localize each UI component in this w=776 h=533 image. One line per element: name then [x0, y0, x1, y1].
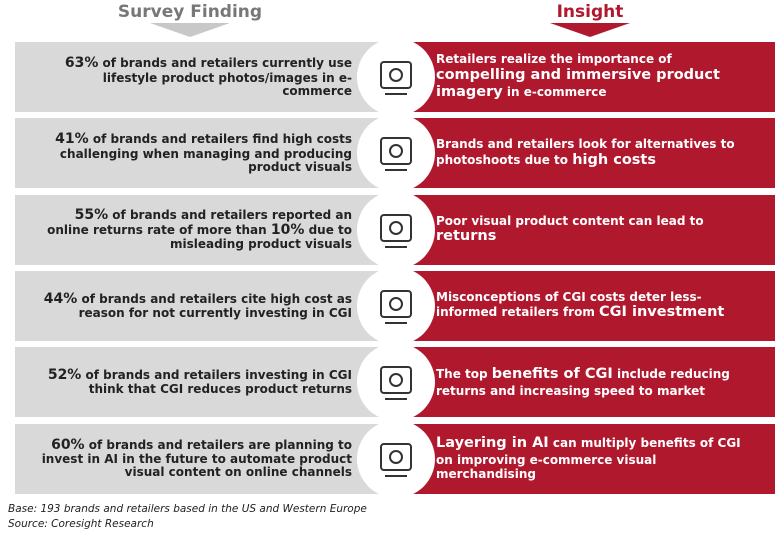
insight-segment: Retailers realize the importance of [436, 52, 672, 67]
insight-segment: CGI investment [599, 304, 725, 321]
finding-text: 52% of brands and retailers investing in… [35, 366, 352, 397]
insight-box: Layering in AI can multiply benefits of … [398, 423, 775, 494]
icon [380, 289, 412, 324]
insight-text: Poor visual product content can lead to … [436, 214, 755, 246]
source-note: Source: Coresight Research [8, 518, 154, 530]
finding-segment: of brands and retailers cite high cost a… [77, 291, 352, 320]
insight-segment: Poor visual product content can lead to [436, 213, 704, 228]
finding-box: 60% of brands and retailers are planning… [15, 423, 400, 494]
header-finding: Survey Finding [117, 2, 263, 22]
insight-segment: compelling and immersive product imagery [436, 66, 720, 101]
insight-box: Retailers realize the importance of comp… [398, 42, 775, 112]
finding-text: 60% of brands and retailers are planning… [35, 436, 352, 480]
finding-text: 63% of brands and retailers currently us… [35, 55, 352, 98]
finding-box: 44% of brands and retailers cite high co… [15, 270, 400, 341]
base-note: Base: 193 brands and retailers based in … [8, 503, 367, 515]
finding-segment: of brands and retailers investing in CGI… [81, 367, 352, 397]
insight-text: Retailers realize the importance of comp… [436, 52, 755, 101]
finding-segment: of brands and retailers find high costs … [59, 132, 352, 174]
finding-segment: 60% [51, 436, 85, 453]
finding-box: 41% of brands and retailers find high co… [15, 118, 400, 189]
insight-box: Poor visual product content can lead to … [398, 194, 775, 265]
finding-segment: 55% [74, 206, 109, 223]
insight-text: Misconceptions of CGI costs deter less-i… [436, 290, 755, 322]
finding-segment: 63% [64, 55, 99, 72]
icon [380, 442, 412, 477]
finding-box: 63% of brands and retailers currently us… [15, 42, 400, 112]
finding-text: 41% of brands and retailers find high co… [35, 132, 352, 174]
arrow-insight [550, 23, 630, 37]
finding-segment: 10% [270, 222, 305, 238]
insight-box: Brands and retailers look for alternativ… [398, 118, 775, 189]
insight-segment: in e-commerce [502, 85, 607, 100]
insight-segment: Layering in AI [436, 435, 549, 452]
header-insight: Insight [556, 2, 624, 22]
insight-segment: Misconceptions of CGI costs deter less-i… [436, 290, 702, 320]
finding-segment: 52% [47, 366, 82, 383]
insight-segment: high costs [572, 151, 656, 168]
finding-box: 55% of brands and retailers reported an … [15, 194, 400, 265]
icon-circle [357, 190, 435, 269]
finding-segment: of brands and retailers currently use li… [98, 56, 352, 98]
insight-segment: can multiply benefits of CGI on improvin… [436, 436, 741, 482]
icon-circle [357, 114, 435, 193]
insight-segment: The top [436, 367, 492, 382]
icon-circle [357, 38, 435, 116]
icon [380, 137, 412, 172]
insight-text: Brands and retailers look for alternativ… [436, 137, 755, 169]
insight-segment: returns [436, 228, 497, 245]
finding-text: 55% of brands and retailers reported an … [35, 206, 352, 252]
insight-segment: include reducing returns and increasing … [436, 367, 730, 398]
finding-segment: 41% [55, 131, 89, 148]
insight-box: Misconceptions of CGI costs deter less-i… [398, 270, 775, 341]
arrow-finding [150, 23, 230, 37]
finding-box: 52% of brands and retailers investing in… [15, 347, 400, 418]
icon [380, 61, 412, 95]
finding-text: 44% of brands and retailers cite high co… [35, 290, 352, 321]
icon [380, 366, 412, 401]
icon-circle [357, 419, 435, 498]
icon [380, 213, 412, 248]
finding-segment: of brands and retailers are planning to … [41, 437, 352, 480]
insight-box: The top benefits of CGI include reducing… [398, 347, 775, 418]
finding-segment: due to misleading product visuals [169, 223, 352, 252]
icon-circle [357, 266, 435, 345]
finding-segment: 44% [43, 290, 78, 307]
insight-segment: Brands and retailers look for alternativ… [436, 137, 735, 167]
insight-text: The top benefits of CGI include reducing… [436, 366, 755, 398]
insight-segment: benefits of CGI [491, 366, 613, 383]
icon-circle [357, 343, 435, 422]
finding-segment: of brands and retailers reported an onli… [47, 207, 352, 237]
insight-text: Layering in AI can multiply benefits of … [436, 435, 755, 481]
